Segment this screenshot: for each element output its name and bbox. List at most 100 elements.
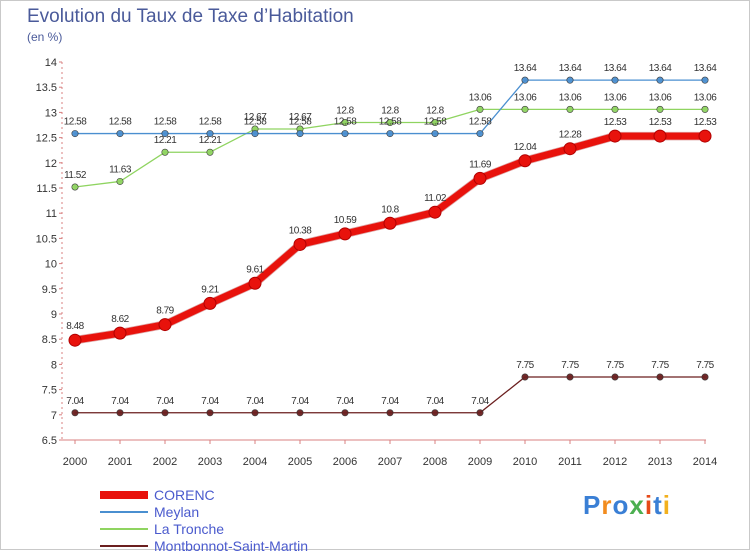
data-label-la-tronche: 12.8 (336, 105, 354, 116)
data-label-meylan: 12.58 (469, 117, 492, 128)
data-label-la-tronche: 11.63 (109, 164, 132, 175)
data-label-montbonnot-saint-martin: 7.04 (381, 396, 399, 407)
legend-label-corenc: CORENC (154, 486, 215, 503)
data-label-montbonnot-saint-martin: 7.04 (426, 396, 444, 407)
data-label-montbonnot-saint-martin: 7.75 (606, 360, 624, 371)
data-label-meylan: 12.58 (379, 117, 402, 128)
data-label-la-tronche: 13.06 (469, 92, 492, 103)
data-label-meylan: 12.58 (244, 117, 267, 128)
data-label-la-tronche: 12.67 (244, 112, 267, 123)
data-label-montbonnot-saint-martin: 7.04 (471, 396, 489, 407)
data-labels-layer: 8.48 8.62 8.79 9.21 9.61 10.38 10.59 10.8 11.02 1… (64, 63, 718, 407)
chart-title: Evolution du Taux de Taxe d’Habitation (27, 6, 354, 27)
data-point (656, 373, 664, 381)
data-point (296, 409, 304, 417)
data-label-corenc: 12.53 (694, 117, 717, 128)
x-tick-label: 2000 (63, 456, 87, 468)
data-label-la-tronche: 12.8 (381, 105, 399, 116)
data-point (161, 409, 169, 417)
data-label-corenc: 12.53 (649, 117, 672, 128)
data-label-corenc: 10.8 (381, 204, 399, 215)
chart-axes: 6.5 7 7.5 8 8.5 9 9.5 10 10.5 11 11.5 12 12.5 13 13.5 1… (36, 57, 718, 468)
data-label-meylan: 12.58 (64, 117, 87, 128)
data-point (566, 373, 574, 381)
data-label-meylan: 13.64 (694, 63, 717, 74)
data-label-montbonnot-saint-martin: 7.04 (246, 396, 264, 407)
data-point (206, 148, 214, 156)
y-tick-label: 10.5 (36, 233, 57, 245)
y-tick-label: 8 (51, 359, 57, 371)
x-tick-label: 2006 (333, 456, 357, 468)
data-label-la-tronche: 13.06 (559, 92, 582, 103)
data-point (116, 130, 124, 138)
legend-label-la-tronche: La Tronche (154, 520, 225, 537)
x-tick-label: 2008 (423, 456, 447, 468)
y-tick-label: 12 (45, 158, 57, 170)
data-point (71, 183, 79, 191)
data-label-montbonnot-saint-martin: 7.75 (561, 360, 579, 371)
data-label-montbonnot-saint-martin: 7.75 (651, 360, 669, 371)
data-point (338, 227, 352, 241)
legend: CORENC Meylan La Tronche Montbonnot-Saint-M… (100, 486, 308, 554)
data-label-montbonnot-saint-martin: 7.04 (156, 396, 174, 407)
logo-letter: P (583, 490, 602, 520)
data-point (158, 318, 172, 332)
data-label-meylan: 12.58 (334, 117, 357, 128)
legend-swatch-corenc (100, 490, 148, 499)
data-point (521, 76, 529, 84)
data-point (206, 130, 214, 138)
data-label-corenc: 11.02 (424, 193, 447, 204)
data-point (341, 409, 349, 417)
series-meylan (71, 76, 709, 138)
data-label-meylan: 12.58 (154, 117, 177, 128)
data-label-meylan: 12.58 (199, 117, 222, 128)
data-label-montbonnot-saint-martin: 7.04 (336, 396, 354, 407)
legend-item-montbonnot-saint-martin: Montbonnot-Saint-Martin (100, 537, 308, 554)
data-label-corenc: 9.61 (246, 264, 264, 275)
y-tick-label: 7.5 (42, 385, 57, 397)
data-label-la-tronche: 12.8 (426, 105, 444, 116)
data-label-la-tronche: 13.06 (649, 92, 672, 103)
data-label-meylan: 12.58 (109, 117, 132, 128)
data-point (161, 148, 169, 156)
data-label-montbonnot-saint-martin: 7.04 (111, 396, 129, 407)
data-label-montbonnot-saint-martin: 7.04 (291, 396, 309, 407)
data-point (386, 118, 394, 126)
y-tick-label: 6.5 (42, 435, 57, 447)
data-point (68, 333, 82, 347)
data-label-la-tronche: 11.52 (64, 170, 87, 181)
logo-letter: r (601, 490, 613, 520)
x-tick-label: 2005 (288, 456, 312, 468)
data-point (701, 373, 709, 381)
data-point (428, 205, 442, 219)
data-label-meylan: 13.64 (559, 63, 582, 74)
legend-label-montbonnot-saint-martin: Montbonnot-Saint-Martin (154, 537, 309, 554)
y-tick-label: 14 (45, 57, 57, 69)
data-label-montbonnot-saint-martin: 7.75 (696, 360, 714, 371)
data-label-montbonnot-saint-martin: 7.75 (516, 360, 534, 371)
data-point (386, 130, 394, 138)
data-label-corenc: 12.04 (514, 142, 537, 153)
x-tick-label: 2001 (108, 456, 132, 468)
logo-letter: i (662, 490, 671, 520)
y-tick-label: 12.5 (36, 133, 57, 145)
data-point (113, 326, 127, 340)
data-label-corenc: 9.21 (201, 284, 219, 295)
y-tick-label: 9.5 (42, 284, 57, 296)
data-label-corenc: 10.38 (289, 225, 312, 236)
data-point (701, 105, 709, 113)
x-tick-label: 2004 (243, 456, 267, 468)
data-point (293, 237, 307, 251)
data-point (656, 105, 664, 113)
legend-item-meylan: Meylan (100, 503, 308, 520)
data-label-corenc: 10.59 (334, 215, 357, 226)
data-label-la-tronche: 12.67 (289, 112, 312, 123)
data-point (386, 409, 394, 417)
logo-letter: x (629, 490, 645, 520)
data-point (203, 296, 217, 310)
logo-letter: i (644, 490, 654, 520)
data-label-meylan: 13.64 (514, 63, 537, 74)
data-point (566, 105, 574, 113)
data-point (251, 409, 259, 417)
